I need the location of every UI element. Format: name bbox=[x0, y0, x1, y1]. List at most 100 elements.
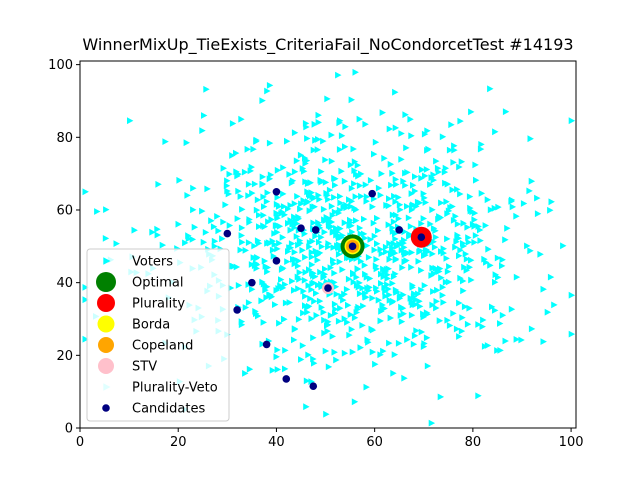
voter-point bbox=[342, 143, 349, 151]
voter-point bbox=[259, 97, 266, 104]
voter-point bbox=[487, 206, 495, 214]
voter-point bbox=[374, 287, 381, 295]
voter-point bbox=[361, 290, 369, 297]
voter-point bbox=[392, 286, 400, 294]
voter-point bbox=[264, 264, 272, 271]
voter-point bbox=[472, 232, 480, 239]
voter-point bbox=[351, 180, 358, 188]
voter-point bbox=[401, 248, 408, 256]
voter-point bbox=[263, 198, 271, 205]
voter-point bbox=[256, 223, 263, 230]
voter-point bbox=[294, 193, 301, 200]
voter-point bbox=[249, 189, 256, 197]
voter-point bbox=[497, 320, 504, 327]
voter-point bbox=[494, 254, 502, 262]
voter-point bbox=[460, 277, 467, 285]
voter-point bbox=[524, 242, 531, 250]
voter-point bbox=[454, 220, 462, 228]
voter-point bbox=[401, 228, 408, 236]
voter-point bbox=[432, 233, 440, 241]
voter-point bbox=[325, 321, 332, 329]
voter-point bbox=[439, 291, 446, 299]
voter-point bbox=[395, 215, 402, 222]
voter-point bbox=[330, 256, 337, 264]
voter-point bbox=[387, 314, 394, 322]
voter-point bbox=[444, 316, 451, 324]
voter-point bbox=[318, 178, 325, 186]
voter-point bbox=[408, 206, 416, 214]
voter-point bbox=[279, 208, 286, 216]
voter-point bbox=[429, 206, 436, 214]
voter-point bbox=[131, 226, 138, 234]
voter-point bbox=[487, 85, 494, 93]
voter-point bbox=[238, 115, 245, 123]
voter-point bbox=[261, 257, 269, 265]
voter-point bbox=[404, 169, 411, 176]
voter-point bbox=[302, 292, 309, 300]
voter-point bbox=[478, 190, 486, 197]
voter-point bbox=[420, 343, 428, 350]
voter-point bbox=[359, 322, 366, 329]
voter-point bbox=[461, 303, 469, 311]
voter-point bbox=[518, 336, 525, 344]
voter-point bbox=[82, 335, 89, 343]
voter-point bbox=[347, 203, 355, 210]
voter-point bbox=[255, 239, 263, 247]
voter-point bbox=[393, 181, 400, 188]
voter-point bbox=[419, 166, 426, 174]
candidate-point bbox=[324, 284, 332, 292]
voter-point bbox=[475, 321, 482, 328]
voter-point bbox=[296, 237, 304, 244]
voter-point bbox=[396, 201, 404, 209]
voter-point bbox=[203, 85, 210, 93]
candidate-point bbox=[282, 375, 291, 383]
y-tick-label: 100 bbox=[48, 58, 73, 73]
voter-point bbox=[266, 291, 273, 299]
voter-point bbox=[250, 145, 257, 153]
voter-point bbox=[423, 246, 430, 254]
voter-point bbox=[373, 265, 380, 273]
voter-point bbox=[411, 290, 418, 298]
voter-point bbox=[471, 239, 478, 246]
voter-point bbox=[273, 287, 280, 294]
candidate-point bbox=[233, 306, 241, 314]
voter-point bbox=[422, 199, 429, 206]
voter-point bbox=[343, 286, 351, 293]
voter-point bbox=[481, 255, 488, 263]
voter-point bbox=[502, 337, 509, 345]
voter-point bbox=[528, 325, 536, 333]
voter-point bbox=[226, 222, 234, 229]
voter-point bbox=[182, 239, 189, 247]
voter-point bbox=[350, 269, 357, 277]
voter-point bbox=[267, 239, 274, 247]
voter-point bbox=[548, 198, 555, 206]
voter-point bbox=[331, 279, 338, 286]
voter-point bbox=[271, 230, 278, 237]
voter-point bbox=[450, 310, 457, 317]
voter-point bbox=[560, 242, 567, 250]
voter-point bbox=[103, 206, 110, 213]
voter-point bbox=[353, 206, 360, 214]
voter-point bbox=[309, 237, 316, 245]
candidate-point bbox=[395, 226, 404, 234]
voter-point bbox=[502, 236, 509, 244]
candidate-point bbox=[272, 188, 281, 196]
candidate-point bbox=[368, 189, 376, 198]
voter-point bbox=[306, 207, 313, 215]
voter-point bbox=[341, 349, 349, 357]
voter-point bbox=[399, 304, 407, 312]
voter-point bbox=[351, 314, 359, 322]
voter-point bbox=[386, 125, 394, 133]
voter-point bbox=[457, 246, 464, 254]
voter-point bbox=[271, 241, 278, 248]
voter-point bbox=[439, 133, 447, 141]
voter-point bbox=[379, 305, 387, 313]
voter-point bbox=[327, 312, 335, 319]
voter-point bbox=[242, 304, 250, 311]
voter-point bbox=[463, 267, 470, 274]
voter-point bbox=[241, 168, 249, 176]
legend-label-plurality: Plurality bbox=[132, 297, 185, 312]
voter-point bbox=[94, 208, 101, 215]
voter-point bbox=[336, 258, 343, 266]
voter-point bbox=[211, 242, 219, 250]
